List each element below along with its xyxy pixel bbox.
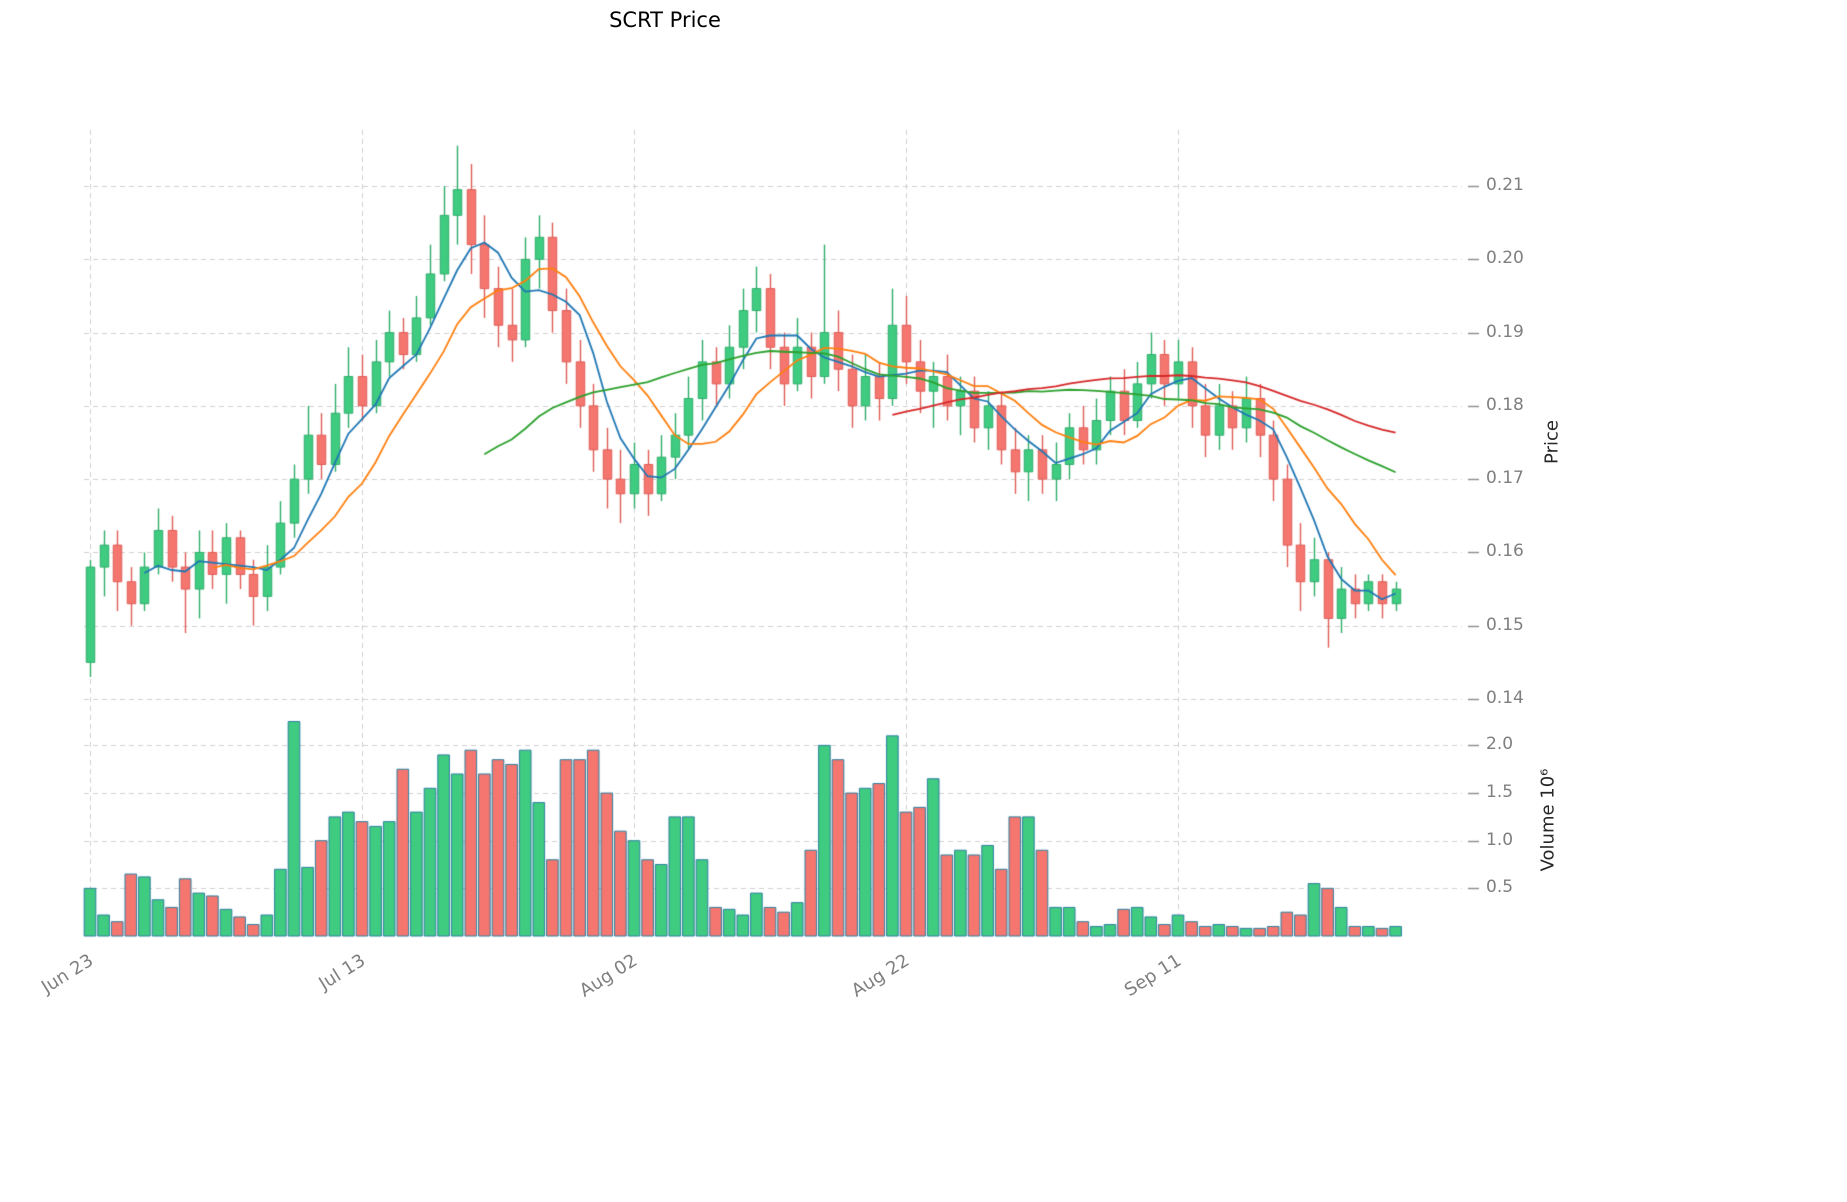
price-tick-label: 0.17 bbox=[1486, 468, 1524, 489]
price-tick-label: 0.14 bbox=[1486, 687, 1524, 708]
volume-tick-label: 2.0 bbox=[1486, 734, 1514, 755]
volume-axis-label: Volume 10⁶ bbox=[1537, 768, 1559, 872]
volume-tick-label: 1.5 bbox=[1486, 782, 1514, 803]
chart-title: SCRT Price bbox=[609, 8, 721, 32]
price-tick-label: 0.18 bbox=[1486, 394, 1524, 415]
price-tick-label: 0.21 bbox=[1486, 175, 1524, 195]
price-tick-label: 0.16 bbox=[1486, 541, 1524, 562]
price-tick-label: 0.19 bbox=[1486, 321, 1524, 342]
price-axis-label: Price bbox=[1541, 420, 1563, 464]
volume-tick-label: 1.0 bbox=[1486, 829, 1514, 850]
price-tick-label: 0.20 bbox=[1486, 248, 1524, 269]
price-tick-label: 0.15 bbox=[1486, 614, 1524, 635]
volume-tick-label: 0.5 bbox=[1486, 877, 1514, 898]
